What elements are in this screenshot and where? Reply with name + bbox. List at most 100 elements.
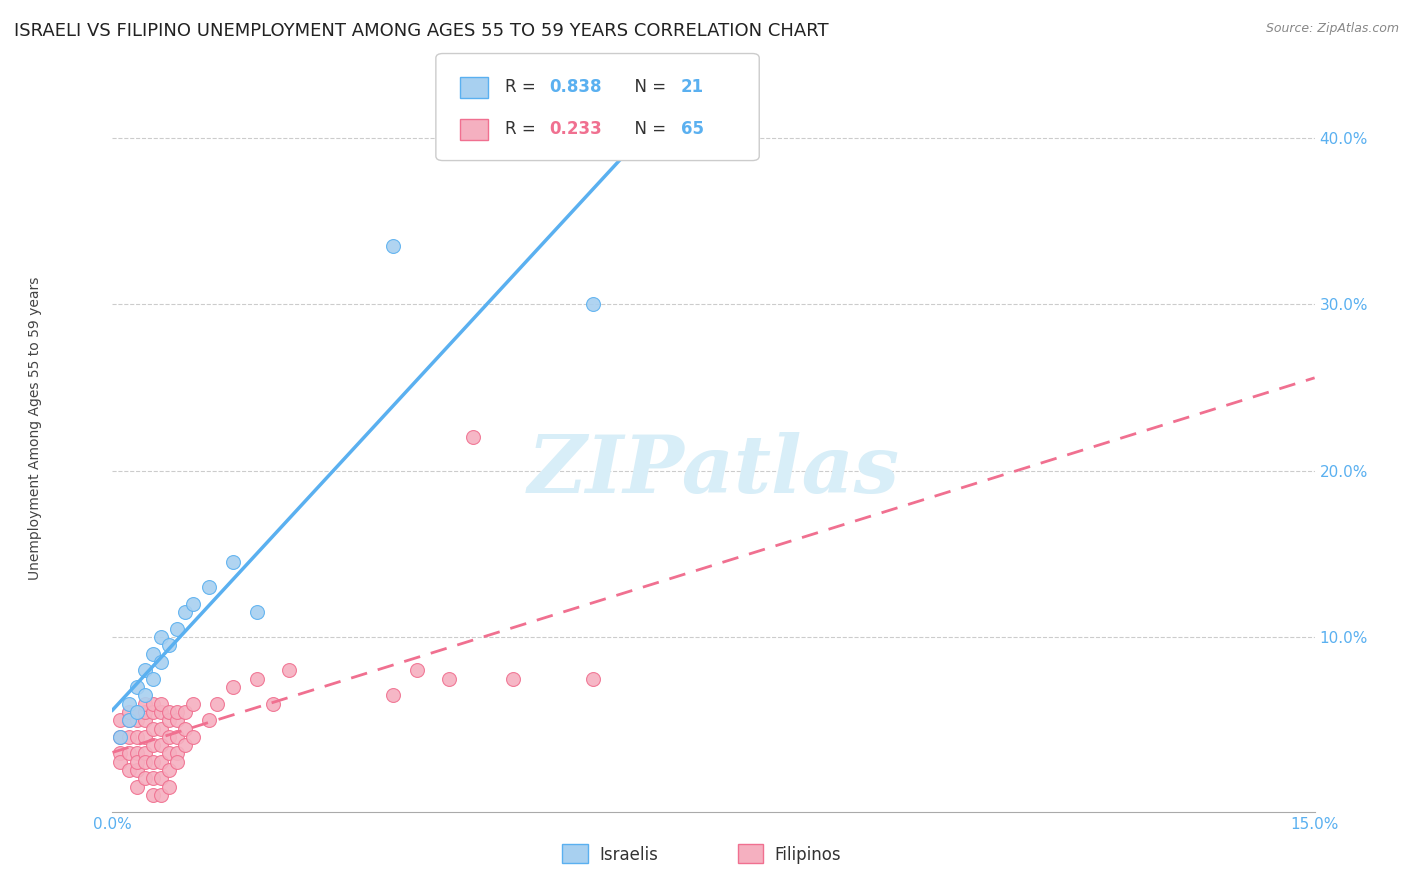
Point xyxy=(141,672,163,686)
Point xyxy=(157,638,180,652)
Text: Israelis: Israelis xyxy=(599,846,658,863)
Point xyxy=(110,713,132,727)
Point xyxy=(134,772,156,786)
Text: 21: 21 xyxy=(681,78,703,96)
Text: R =: R = xyxy=(505,78,541,96)
Text: 65: 65 xyxy=(681,120,703,138)
Point xyxy=(502,672,524,686)
Text: N =: N = xyxy=(624,120,672,138)
Text: Filipinos: Filipinos xyxy=(775,846,841,863)
Point xyxy=(149,697,172,711)
Point xyxy=(125,680,148,694)
Point xyxy=(149,655,172,669)
Point xyxy=(141,722,163,736)
Point xyxy=(141,647,163,661)
Point xyxy=(125,705,148,719)
Point xyxy=(166,755,188,769)
Point xyxy=(117,713,139,727)
Point xyxy=(173,722,195,736)
Point xyxy=(166,705,188,719)
Point xyxy=(157,730,180,744)
Point xyxy=(205,697,228,711)
Point xyxy=(134,663,156,677)
Point xyxy=(149,755,172,769)
Point xyxy=(277,663,299,677)
Point xyxy=(166,622,188,636)
Point xyxy=(437,672,460,686)
Point xyxy=(125,730,148,744)
Point xyxy=(125,713,148,727)
Point xyxy=(110,747,132,761)
Point xyxy=(181,730,204,744)
Point xyxy=(157,705,180,719)
Text: ZIPatlas: ZIPatlas xyxy=(527,433,900,510)
Point xyxy=(382,688,405,702)
Point xyxy=(173,738,195,752)
Point xyxy=(125,705,148,719)
Point xyxy=(141,697,163,711)
Point xyxy=(117,705,139,719)
Point xyxy=(149,788,172,802)
Point xyxy=(222,680,245,694)
Point xyxy=(125,763,148,777)
Point xyxy=(149,738,172,752)
Point xyxy=(166,730,188,744)
Point xyxy=(134,755,156,769)
Point xyxy=(125,780,148,794)
Point xyxy=(134,730,156,744)
Point xyxy=(141,738,163,752)
Point xyxy=(134,713,156,727)
Point xyxy=(141,705,163,719)
Point xyxy=(134,697,156,711)
Point xyxy=(149,630,172,644)
Point xyxy=(117,763,139,777)
Text: 0.233: 0.233 xyxy=(550,120,603,138)
Text: N =: N = xyxy=(624,78,672,96)
Point xyxy=(621,114,644,128)
Point xyxy=(117,713,139,727)
Point xyxy=(406,663,429,677)
Point xyxy=(141,755,163,769)
Point xyxy=(141,788,163,802)
Point xyxy=(134,747,156,761)
Point xyxy=(582,672,605,686)
Point xyxy=(141,772,163,786)
Point xyxy=(181,697,204,711)
Point xyxy=(173,605,195,619)
Point xyxy=(117,697,139,711)
Point xyxy=(166,747,188,761)
Point xyxy=(125,747,148,761)
Text: Source: ZipAtlas.com: Source: ZipAtlas.com xyxy=(1265,22,1399,36)
Point xyxy=(157,780,180,794)
Point xyxy=(461,430,484,444)
Point xyxy=(110,755,132,769)
Point xyxy=(222,555,245,569)
Point xyxy=(197,580,219,594)
Point xyxy=(134,705,156,719)
Point xyxy=(157,763,180,777)
Point xyxy=(117,730,139,744)
Point xyxy=(110,730,132,744)
Text: 0.838: 0.838 xyxy=(550,78,602,96)
Point xyxy=(149,705,172,719)
Point xyxy=(110,730,132,744)
Point xyxy=(134,688,156,702)
Point xyxy=(246,605,269,619)
Point xyxy=(117,747,139,761)
Point xyxy=(382,239,405,253)
Point xyxy=(125,755,148,769)
Point xyxy=(157,747,180,761)
Point xyxy=(149,772,172,786)
Point xyxy=(157,713,180,727)
Text: R =: R = xyxy=(505,120,541,138)
Point xyxy=(262,697,284,711)
Point xyxy=(582,297,605,311)
Text: ISRAELI VS FILIPINO UNEMPLOYMENT AMONG AGES 55 TO 59 YEARS CORRELATION CHART: ISRAELI VS FILIPINO UNEMPLOYMENT AMONG A… xyxy=(14,22,828,40)
Point xyxy=(246,672,269,686)
Point xyxy=(173,705,195,719)
Text: Unemployment Among Ages 55 to 59 years: Unemployment Among Ages 55 to 59 years xyxy=(28,277,42,580)
Point xyxy=(181,597,204,611)
Point xyxy=(197,713,219,727)
Point xyxy=(166,713,188,727)
Point xyxy=(149,722,172,736)
